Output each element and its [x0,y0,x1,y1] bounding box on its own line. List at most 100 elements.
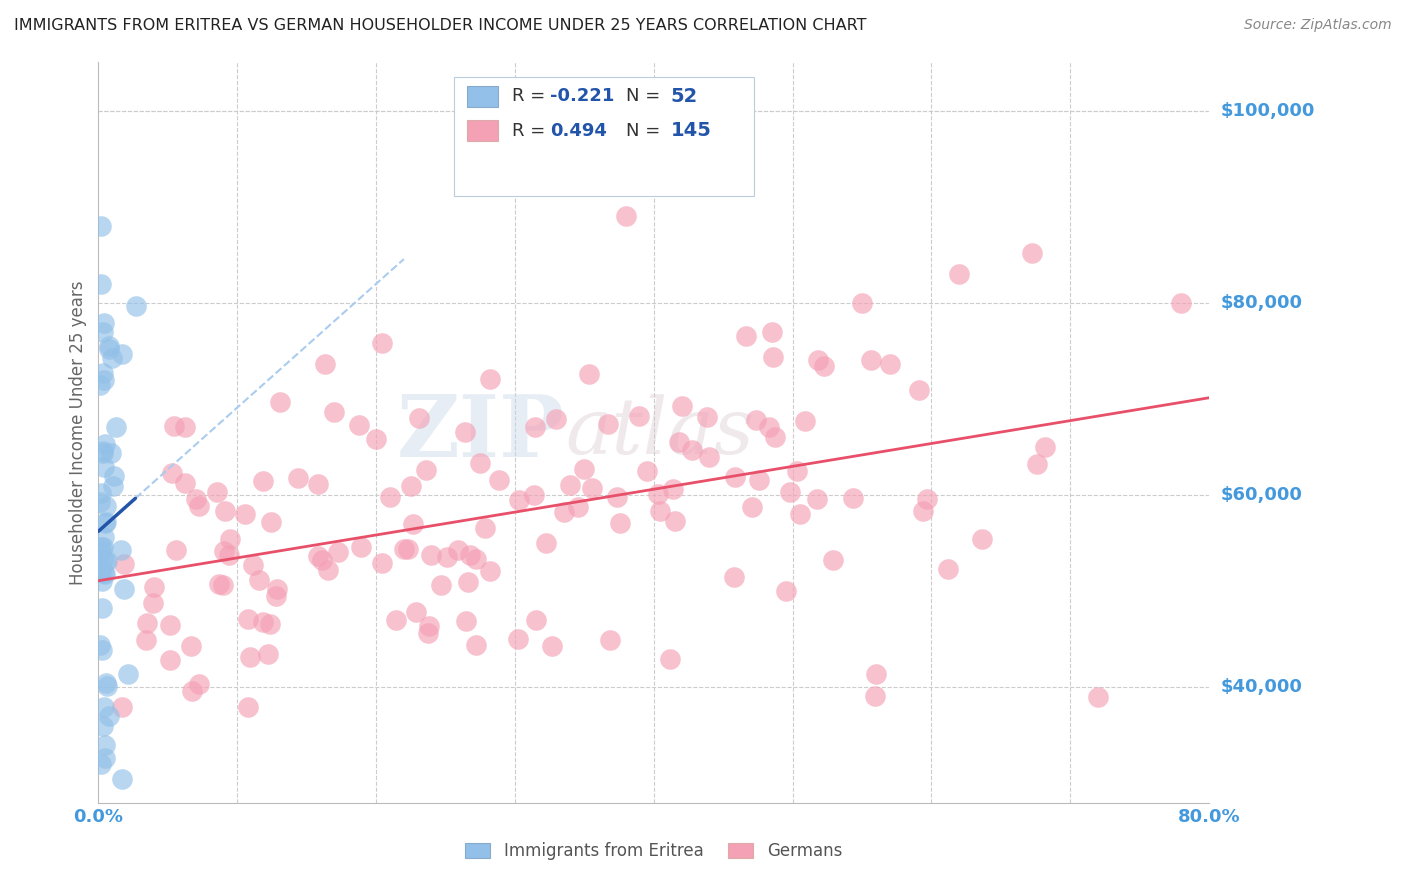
Point [90,574,112,588]
Point [398,541,420,556]
Point [238,612,260,626]
Point [111,699,134,714]
Text: N =: N = [626,87,666,105]
Point [1087,690,1109,704]
Point [101,351,124,365]
Point [447,543,470,558]
Point [598,417,620,432]
Point [91,540,114,554]
Point [457,574,479,589]
Point [745,412,768,426]
Point [328,545,350,559]
Point [581,481,603,495]
Point [1033,440,1056,454]
Point [865,667,887,681]
Point [211,578,233,592]
Point [668,434,690,449]
Point [479,372,502,386]
Point [159,653,181,667]
Point [91,643,114,657]
Point [101,479,124,493]
Point [364,432,387,446]
Point [647,486,669,500]
Point [415,463,437,477]
Point [173,475,195,490]
Point [681,442,703,457]
Point [370,335,392,350]
Point [91,325,114,339]
Point [98,709,121,723]
Point [114,557,136,571]
Point [627,409,650,423]
Point [94,515,117,529]
Point [378,490,401,504]
Point [724,469,747,483]
Point [908,383,931,397]
Point [89,562,111,576]
Point [506,632,529,646]
Point [789,508,811,522]
Point [307,477,329,491]
Point [91,366,114,380]
Point [93,566,115,580]
Point [90,277,112,291]
Point [91,446,114,460]
Point [188,500,211,514]
Point [697,450,720,465]
Point [257,647,280,661]
Point [110,543,132,558]
Point [233,507,256,521]
Point [572,462,595,476]
Point [474,521,496,535]
Point [93,750,115,764]
Text: $80,000: $80,000 [1220,293,1302,312]
Point [779,484,801,499]
Point [823,552,845,566]
Point [93,555,115,569]
Point [266,582,288,596]
Point [786,464,808,478]
Point [761,325,783,339]
Point [314,357,336,371]
Point [762,351,785,365]
Point [392,541,415,556]
Point [1170,295,1192,310]
Point [558,478,581,492]
Point [89,495,111,509]
Point [636,464,658,478]
Point [103,468,125,483]
Point [488,473,510,487]
Point [863,690,886,704]
Point [723,570,745,584]
Text: 52: 52 [671,87,697,106]
Point [91,552,114,566]
FancyBboxPatch shape [454,78,754,195]
Point [111,772,134,786]
Point [524,420,547,434]
Point [609,516,631,531]
Point [93,373,115,387]
Point [100,446,122,460]
Point [94,516,117,530]
Point [93,316,115,330]
Point [508,493,530,508]
Point [454,425,477,439]
Text: $60,000: $60,000 [1220,486,1302,504]
Point [91,444,114,458]
Point [671,399,693,413]
Point [813,359,835,373]
Point [936,562,959,576]
FancyBboxPatch shape [467,87,498,107]
Point [454,614,477,628]
Point [90,540,112,554]
Point [807,353,830,368]
Point [264,589,287,603]
Point [851,295,873,310]
Point [311,553,333,567]
Point [775,583,797,598]
Text: 0.494: 0.494 [551,121,607,139]
Text: R =: R = [512,87,551,105]
Text: Source: ZipAtlas.com: Source: ZipAtlas.com [1244,18,1392,32]
Point [136,615,159,630]
Point [460,548,482,562]
